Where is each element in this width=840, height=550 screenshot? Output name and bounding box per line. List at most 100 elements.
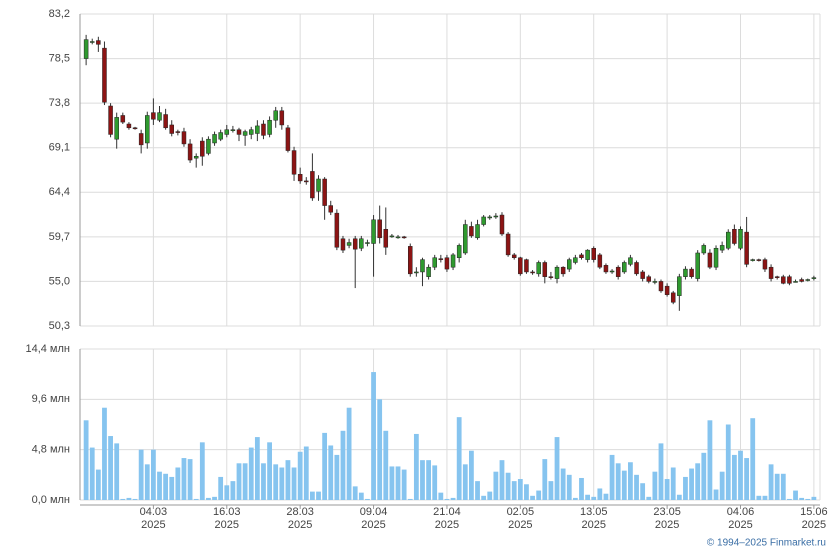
- candle-body: [744, 231, 749, 265]
- candle-body: [438, 258, 444, 260]
- volume-bar: [640, 483, 646, 500]
- candle-body: [677, 276, 682, 296]
- volume-bar: [664, 479, 670, 500]
- candle-body: [530, 271, 535, 274]
- candle-body: [224, 129, 230, 135]
- candle-body: [138, 133, 144, 146]
- candle-body: [585, 249, 590, 260]
- volume-bar: [358, 492, 364, 500]
- volume-bar: [676, 494, 682, 500]
- volume-bar: [762, 495, 768, 500]
- candle-body: [230, 129, 236, 131]
- volume-bar: [517, 479, 523, 500]
- volume-bar: [774, 473, 780, 500]
- x-tick-label: 04.03: [140, 506, 168, 518]
- candle-body: [212, 134, 217, 144]
- candle-body: [102, 47, 107, 103]
- volume-bar: [132, 498, 138, 500]
- candle-body: [560, 266, 566, 275]
- candle-body: [297, 174, 303, 182]
- volume-bar: [340, 430, 346, 500]
- volume-bar: [206, 497, 211, 500]
- volume-bar: [285, 460, 291, 500]
- candle-body: [768, 266, 774, 279]
- x-tick-label: 2025: [728, 519, 752, 531]
- volume-bar: [768, 464, 774, 500]
- volume-bar: [750, 418, 756, 500]
- volume-bar: [572, 497, 578, 500]
- candle-body: [487, 216, 493, 219]
- candle-body: [120, 115, 126, 123]
- candle-body: [597, 254, 603, 268]
- x-tick-label: 13.05: [580, 506, 608, 518]
- volume-bar: [389, 466, 395, 500]
- candle-body: [242, 131, 248, 136]
- volume-bar: [560, 468, 566, 500]
- volume-bar: [242, 463, 248, 500]
- candle-body: [475, 224, 480, 239]
- volume-bar: [291, 467, 297, 500]
- candle-body: [346, 242, 352, 246]
- volume-bar: [621, 470, 627, 500]
- volume-bar: [254, 437, 260, 500]
- candle-body: [628, 257, 633, 265]
- candle-body: [750, 259, 755, 261]
- volume-bar: [725, 424, 731, 500]
- volume-bar: [212, 496, 217, 500]
- candle-body: [567, 259, 572, 270]
- candle-body: [548, 276, 554, 278]
- candle-body: [163, 114, 168, 129]
- volume-bar: [609, 454, 615, 500]
- volume-bar: [456, 417, 462, 500]
- volume-bar: [646, 496, 652, 500]
- candle-body: [481, 216, 486, 225]
- candle-body: [322, 178, 327, 206]
- volume-bar: [95, 469, 101, 500]
- y-tick-label: 0,0 млн: [32, 494, 70, 506]
- candle-body: [646, 276, 652, 282]
- volume-bar: [658, 443, 664, 500]
- candle-body: [420, 259, 425, 273]
- volume-bar: [163, 473, 169, 500]
- y-tick-label: 83,2: [49, 8, 70, 20]
- candle-body: [652, 281, 658, 283]
- candle-body: [450, 254, 456, 268]
- candle-body: [279, 110, 285, 126]
- candle-body: [554, 266, 560, 279]
- volume-bar: [707, 420, 713, 500]
- candle-body: [285, 127, 291, 151]
- volume-bar: [334, 454, 340, 500]
- volume-bar: [420, 460, 425, 500]
- candle-body: [536, 262, 541, 275]
- volume-bar: [328, 445, 334, 500]
- volume-bar: [811, 496, 817, 500]
- candle-body: [505, 233, 511, 256]
- x-tick-label: 21.04: [433, 506, 461, 518]
- volume-bar: [469, 450, 474, 500]
- volume-bar: [371, 372, 376, 500]
- volume-bar: [157, 471, 162, 500]
- candle-body: [774, 276, 780, 278]
- volume-bar: [316, 491, 321, 500]
- candle-body: [719, 245, 725, 251]
- volume-bar: [126, 497, 132, 500]
- copyright-link[interactable]: © 1994–2025 Finmarket.ru: [707, 538, 826, 549]
- volume-bar: [731, 454, 737, 500]
- volume-bar: [377, 399, 383, 500]
- candle-body: [340, 238, 346, 251]
- volume-bar: [475, 481, 480, 500]
- candle-body: [799, 279, 804, 282]
- volume-bar: [579, 477, 584, 500]
- volume-bar: [175, 467, 181, 500]
- volume-bar: [652, 471, 658, 500]
- x-tick-label: 09.04: [360, 506, 388, 518]
- candle-body: [701, 245, 707, 254]
- volume-bar: [603, 493, 609, 500]
- volume-bar: [628, 462, 633, 500]
- candle-body: [310, 171, 315, 199]
- candle-body: [573, 257, 578, 263]
- volume-bar: [719, 471, 725, 500]
- volume-bar: [413, 433, 419, 500]
- volume-bar: [108, 436, 113, 500]
- candle-body: [261, 123, 266, 136]
